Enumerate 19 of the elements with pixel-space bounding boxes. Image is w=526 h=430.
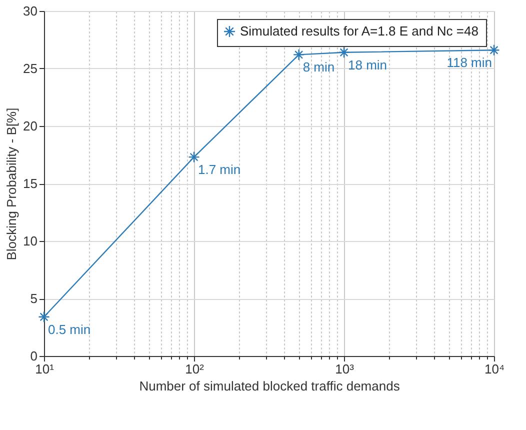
annotation: 8 min [302,60,335,75]
x-tick-label: 10⁴ [484,362,505,376]
annotation: 18 min [348,57,388,72]
annotation: 0.5 min [48,322,91,337]
x-tick-label: 10¹ [35,362,55,376]
y-tick-label: 30 [23,4,38,18]
y-axis-title: Blocking Probability - B[%] [4,108,20,260]
y-tick-label: 20 [23,118,38,134]
x-axis-title: Number of simulated blocked traffic demands [139,378,400,394]
x-tick-label: 10³ [335,362,355,376]
x-tick-label: 10² [185,362,205,376]
y-tick-label: 15 [23,176,38,191]
y-tick-label: 5 [30,291,38,306]
y-tick-label: 0 [30,348,38,364]
y-tick-label: 25 [23,61,38,76]
annotation: 118 min [446,55,492,70]
annotation: 1.7 min [198,162,241,178]
y-tick-label: 10 [23,234,38,248]
legend-label: Simulated results for A=1.8 E and Nc =48 [240,24,478,38]
